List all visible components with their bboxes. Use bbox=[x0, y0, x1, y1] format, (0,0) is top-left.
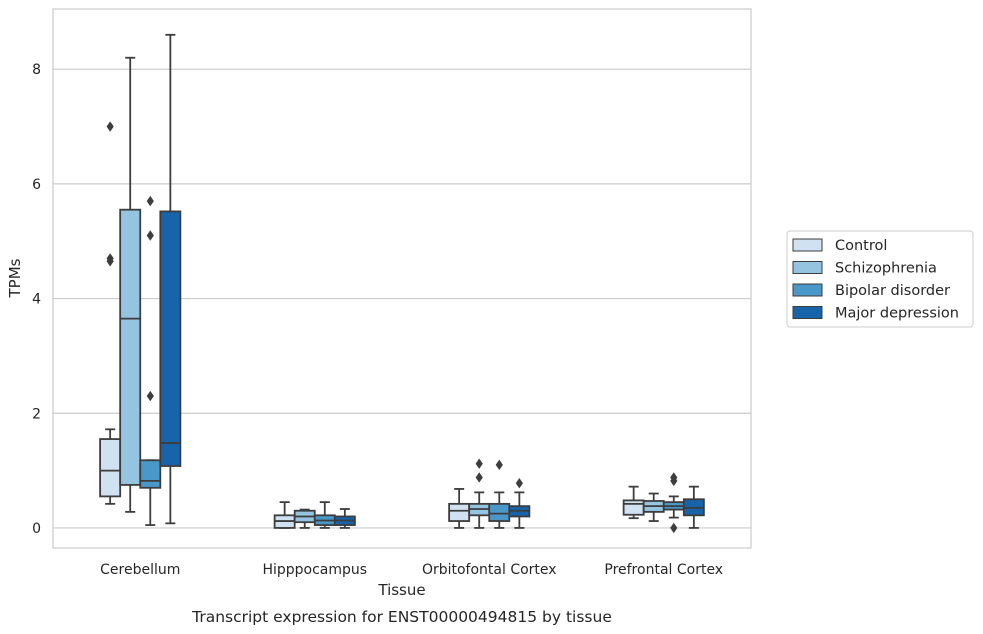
iqr-box bbox=[139, 459, 162, 489]
iqr-box bbox=[159, 210, 182, 467]
x-tick-label: Orbitofontal Cortex bbox=[422, 562, 557, 578]
legend-label: Bipolar disorder bbox=[835, 283, 950, 299]
outlier-point bbox=[106, 256, 114, 267]
box-plot bbox=[99, 121, 122, 505]
box-plots bbox=[99, 33, 705, 534]
y-tick-label: 4 bbox=[32, 292, 41, 308]
outlier-point bbox=[515, 478, 523, 489]
legend-swatch bbox=[792, 306, 823, 319]
iqr-box bbox=[488, 502, 511, 522]
box-plot bbox=[313, 501, 336, 529]
x-tick-label: Cerebellum bbox=[100, 562, 180, 578]
x-tick-label: Hipppocampus bbox=[262, 562, 367, 578]
plot-frame bbox=[52, 8, 752, 549]
x-tick-labels: Cerebellum Hipppocampus Orbitofontal Corte… bbox=[100, 562, 723, 578]
box-plot bbox=[622, 485, 645, 520]
outlier-point bbox=[670, 475, 678, 487]
y-tick-label: 6 bbox=[32, 177, 41, 193]
outlier-point bbox=[475, 458, 483, 469]
box-plot bbox=[159, 33, 182, 525]
outlier-point bbox=[495, 459, 503, 471]
y-tick-label: 0 bbox=[32, 521, 41, 537]
x-tick-label: Prefrontal Cortex bbox=[604, 562, 723, 578]
iqr-box bbox=[622, 499, 645, 516]
legend: Control Schizophrenia Bipolar disorder Majo… bbox=[786, 230, 974, 328]
outlier-point bbox=[475, 472, 483, 483]
box-plot bbox=[488, 459, 511, 529]
outlier-point bbox=[670, 522, 678, 534]
box-plot bbox=[662, 472, 685, 534]
y-tick-labels: 0 2 4 6 8 bbox=[32, 62, 41, 537]
y-tick-label: 8 bbox=[32, 62, 41, 78]
legend-swatch bbox=[792, 261, 823, 274]
box-plot bbox=[139, 195, 162, 526]
box-plot bbox=[273, 501, 296, 529]
x-axis-title: Tissue bbox=[377, 581, 425, 599]
grid-lines bbox=[53, 68, 751, 529]
iqr-box bbox=[448, 502, 471, 522]
y-axis-title: TPMs bbox=[6, 258, 24, 298]
box-plot bbox=[468, 458, 491, 529]
box-plot bbox=[682, 485, 705, 529]
iqr-box bbox=[119, 208, 142, 486]
legend-label: Major depression bbox=[835, 306, 959, 322]
y-tick-label: 2 bbox=[32, 406, 41, 422]
box-plot bbox=[448, 488, 471, 529]
legend-frame bbox=[786, 230, 974, 328]
box-plot bbox=[333, 508, 356, 529]
outlier-point bbox=[106, 121, 114, 132]
box-plot bbox=[508, 478, 531, 529]
outlier-point bbox=[146, 195, 154, 207]
iqr-box bbox=[99, 438, 122, 498]
box-plot bbox=[119, 56, 142, 513]
box-plot bbox=[642, 492, 665, 522]
outlier-point bbox=[146, 390, 154, 402]
chart-caption: Transcript expression for ENST0000049481… bbox=[191, 608, 612, 626]
legend-label: Control bbox=[835, 238, 887, 254]
box-plot bbox=[293, 508, 316, 529]
legend-label: Schizophrenia bbox=[835, 261, 937, 277]
legend-swatch bbox=[792, 238, 823, 252]
legend-swatch bbox=[792, 283, 823, 297]
outlier-point bbox=[146, 230, 154, 241]
